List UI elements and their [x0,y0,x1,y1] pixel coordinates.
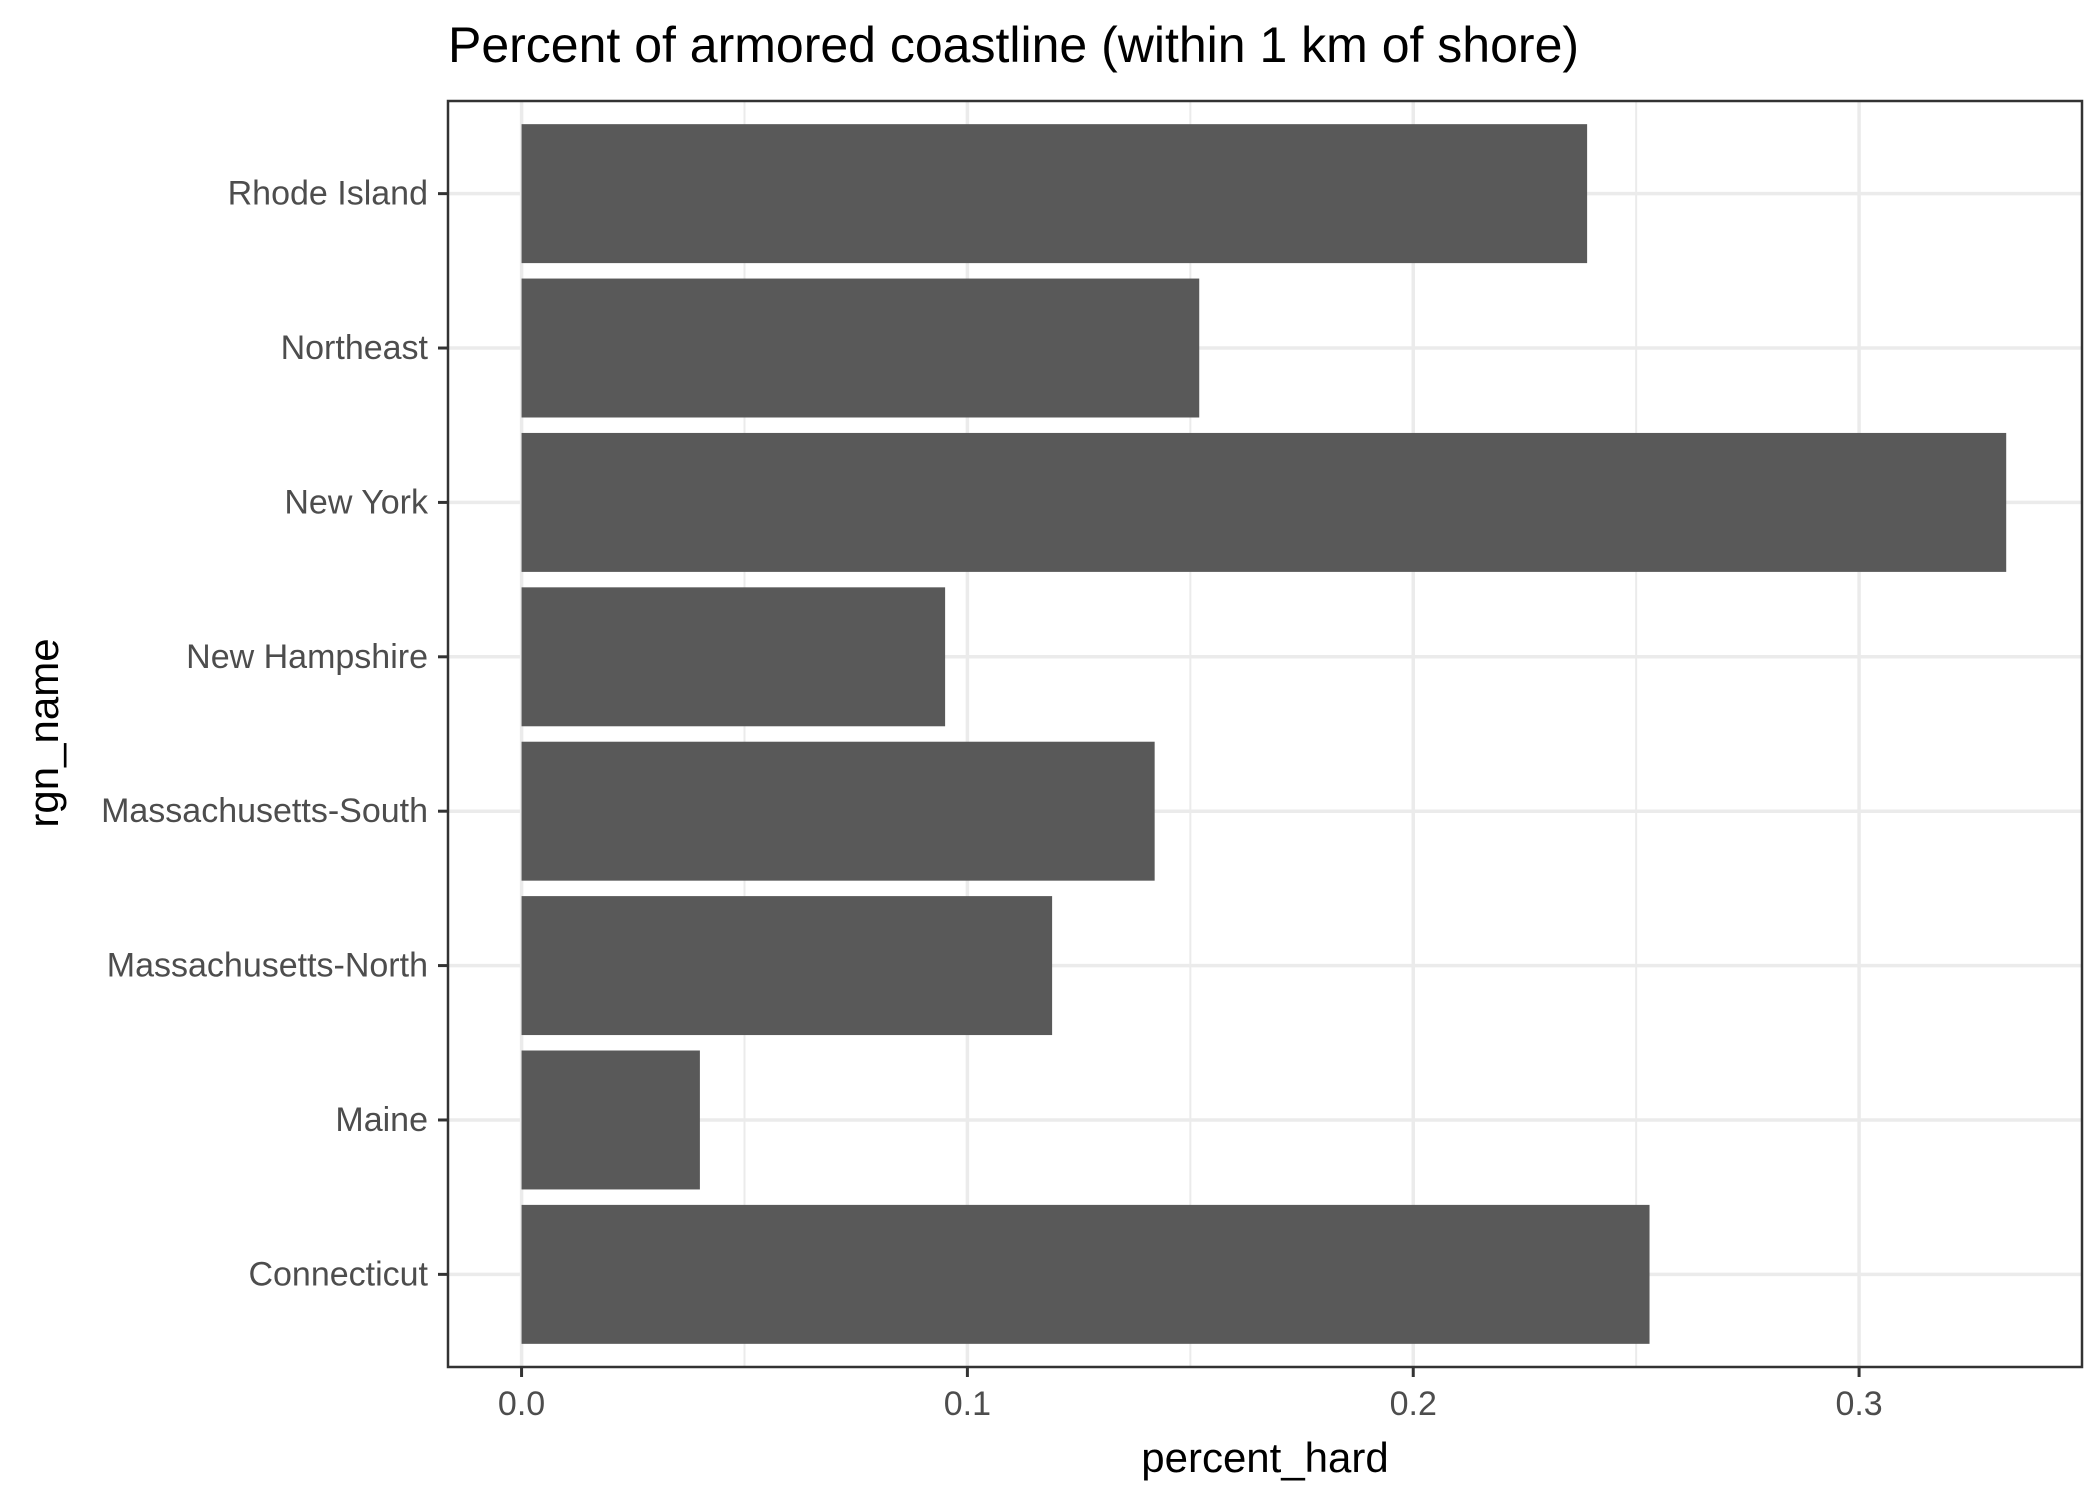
x-tick-label: 0.0 [498,1385,545,1423]
bar-northeast [521,278,1200,418]
y-tick-label: Northeast [281,329,429,367]
x-tick-label: 0.3 [1835,1385,1882,1423]
x-axis: 0.0 0.1 0.2 0.3 [498,1367,1883,1423]
y-tick-label: New York [284,483,429,521]
x-tick-label: 0.2 [1390,1385,1437,1423]
bar-connecticut [521,1204,1650,1344]
y-tick-label: Maine [335,1101,428,1139]
y-axis: Connecticut Maine Massachusetts-North Massa… [101,175,448,1293]
x-tick-label: 0.1 [944,1385,991,1423]
panel-border [446,99,2084,1369]
bar-rhode-island [521,124,1588,264]
y-tick-label: Massachusetts-South [101,792,428,830]
x-axis-title: percent_hard [1141,1434,1389,1481]
bars [521,124,2007,1344]
y-tick-label: Connecticut [248,1255,428,1293]
y-tick-label: Rhode Island [228,175,428,213]
y-tick-label: New Hampshire [186,638,428,676]
bar-maine [521,1050,700,1190]
y-axis-title: rgn_name [20,638,67,827]
bar-new-hampshire [521,587,946,727]
chart-title: Percent of armored coastline (within 1 k… [448,17,1579,73]
bar-new-york [521,432,2007,572]
bar-massachusetts-north [521,896,1053,1036]
bar-massachusetts-south [521,741,1155,881]
y-tick-label: Massachusetts-North [107,947,428,985]
